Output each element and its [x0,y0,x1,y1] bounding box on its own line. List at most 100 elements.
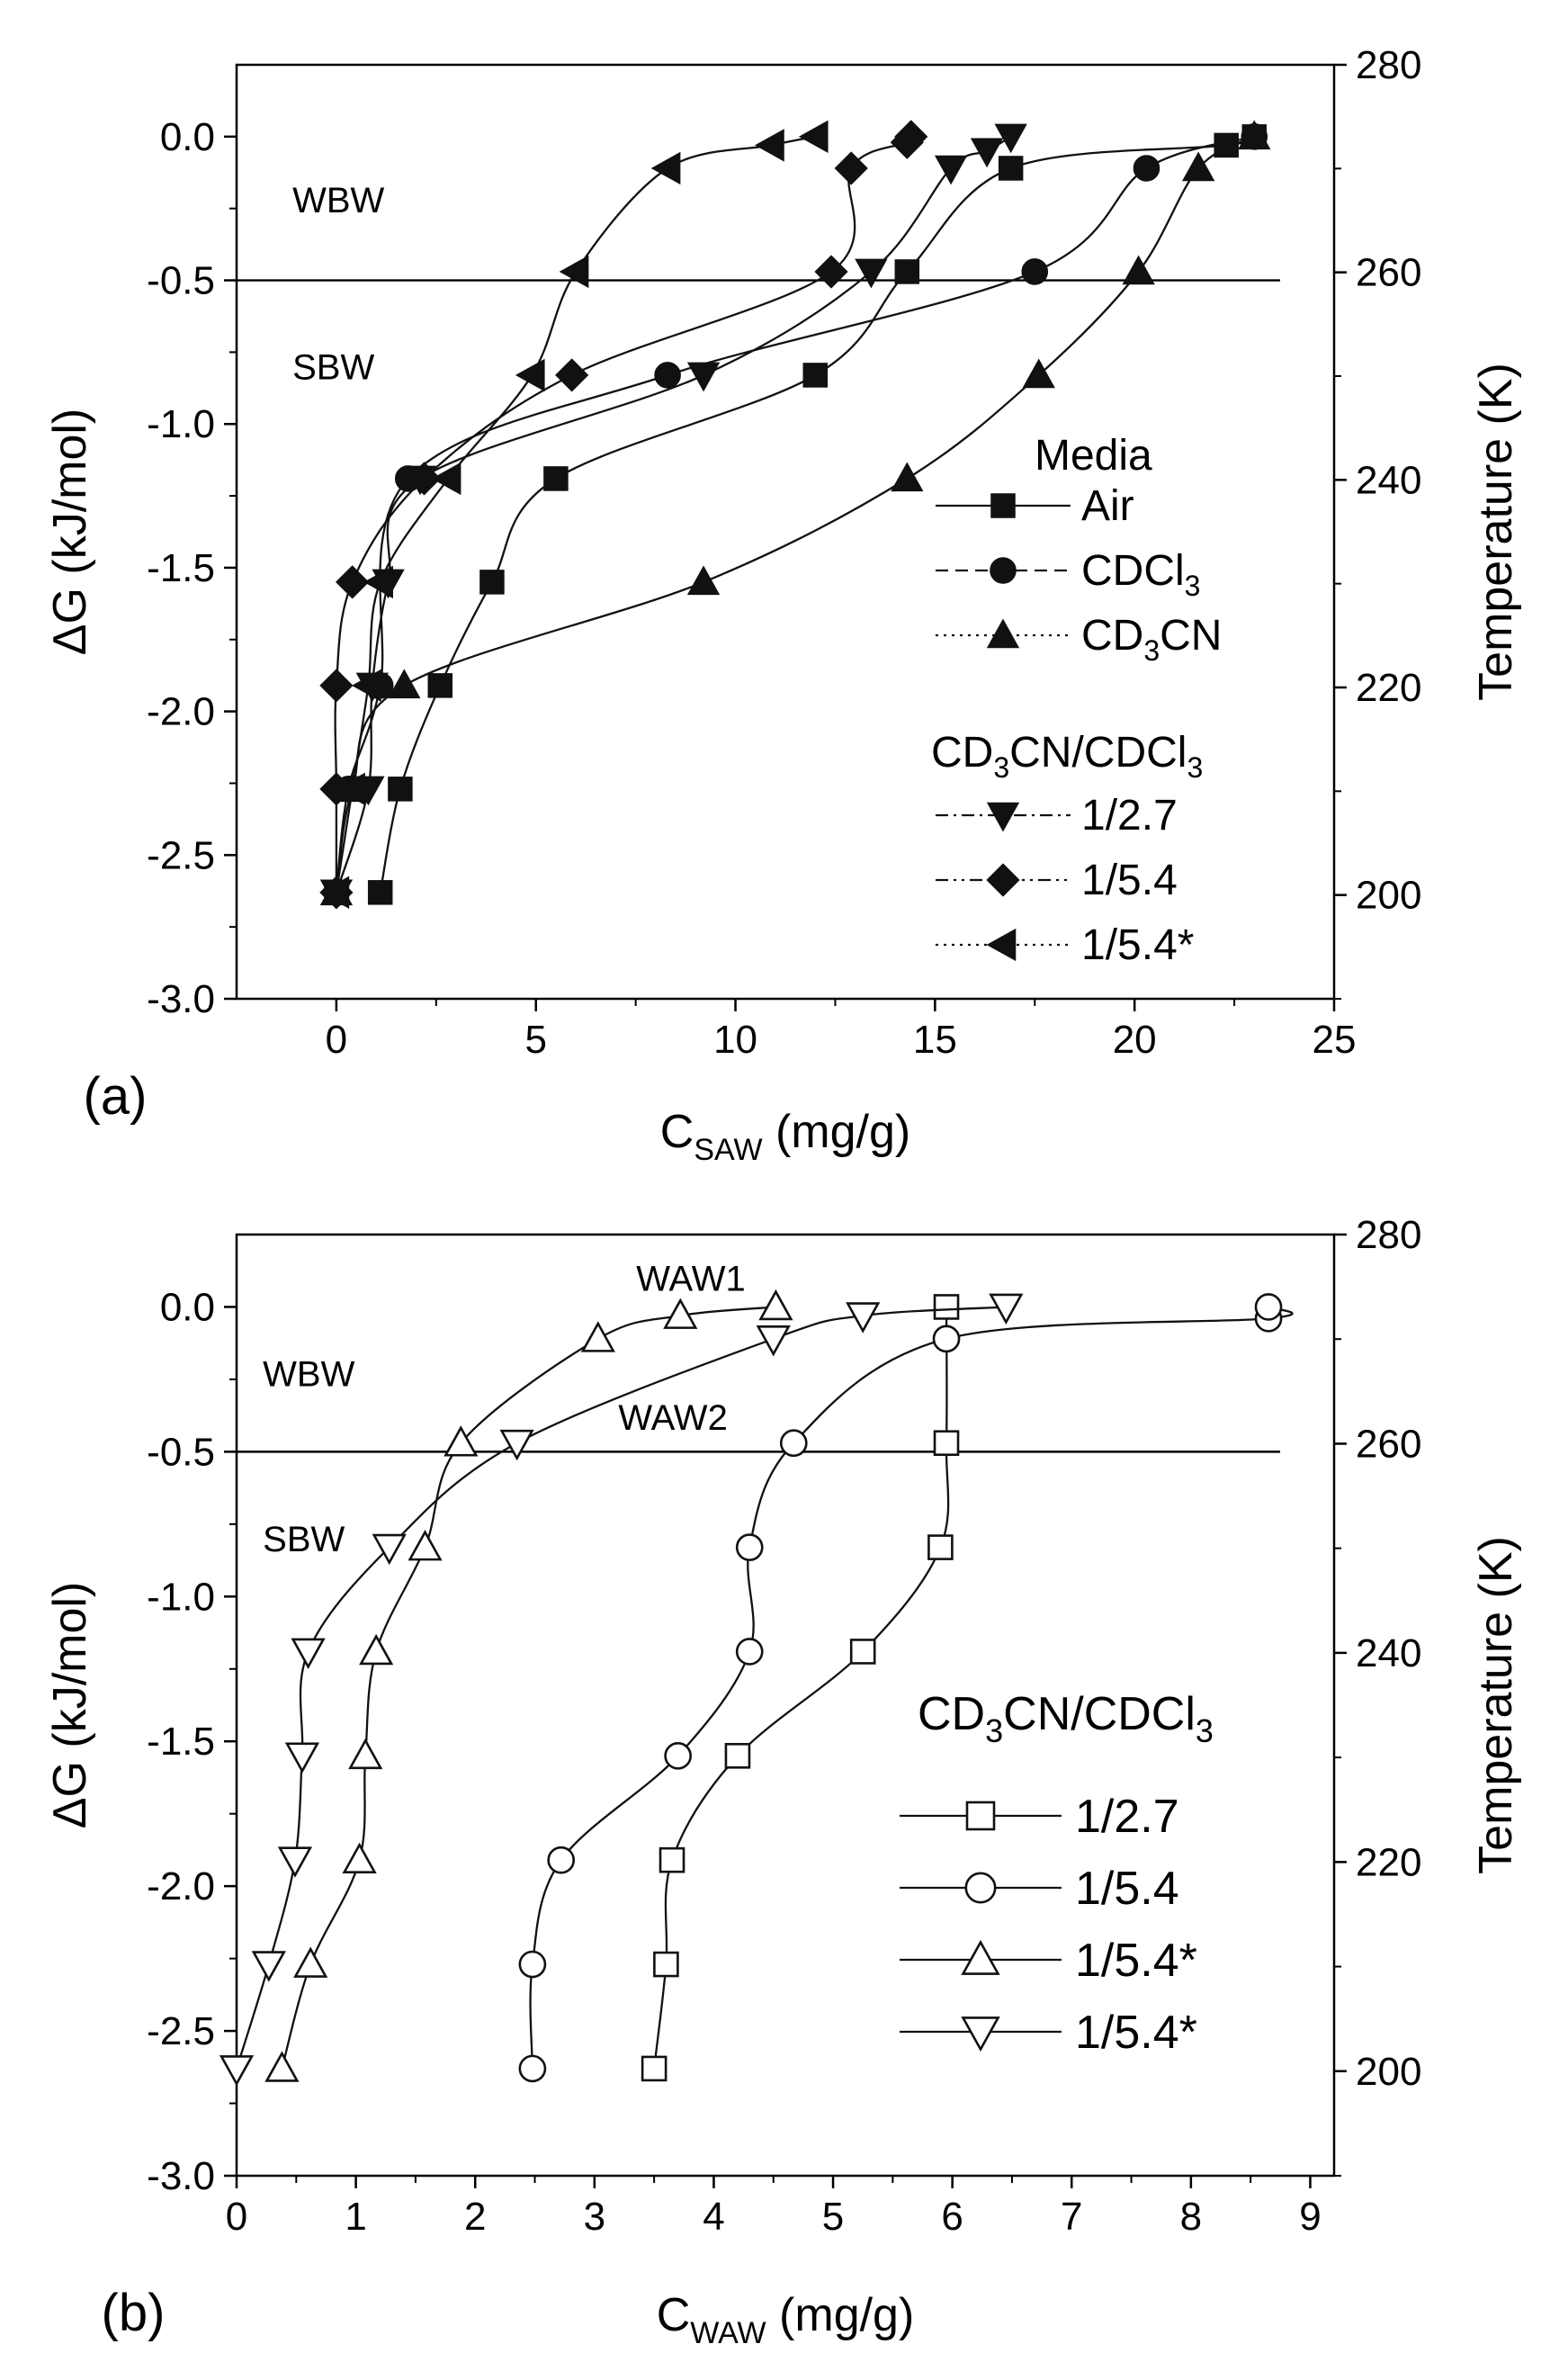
data-point [408,1530,443,1561]
y-tick-label: -0.5 [147,1430,215,1474]
data-point [1133,155,1160,182]
x-tick-label: 8 [1180,2195,1202,2239]
data-point [1181,151,1215,182]
x-tick-label: 9 [1299,2195,1321,2239]
y2-tick-label: 220 [1356,666,1421,710]
y-tick-label: -0.5 [147,259,215,303]
y-tick-label: -1.5 [147,1720,215,1764]
data-point [559,255,589,289]
y2-tick-label: 260 [1356,251,1421,295]
series-6 [319,120,829,910]
data-point [388,669,421,699]
data-point [251,1951,286,1982]
legend-group-title: CD3CN/CDCl3 [918,1688,1214,1749]
series-3 [264,1289,793,2082]
data-point [372,1533,407,1566]
annotation-sbw: SBW [292,347,374,387]
x-tick-label: 1 [345,2195,366,2239]
data-point [499,1429,534,1461]
x-tick-label: 20 [1113,1018,1157,1062]
legend-label: 1/5.4* [1075,2007,1197,2059]
legend-marker [986,618,1020,649]
series-4 [319,123,1027,910]
data-point [724,1743,751,1769]
data-point [359,1633,394,1666]
series-line [335,135,816,893]
data-point [846,1302,881,1334]
annotation-sbw: SBW [263,1520,345,1559]
data-point [351,669,381,703]
data-point [1022,358,1055,389]
x-tick-label: 5 [524,1018,546,1062]
y-tick-label: -1.0 [147,402,215,446]
legend-label: 1/2.7 [1081,792,1178,840]
annotation-waw1: WAW1 [636,1259,745,1298]
x-axis: 0 1 2 3 4 5 6 7 8 9 [226,2176,1322,2239]
data-point [319,876,350,910]
data-point [834,151,868,185]
data-point [336,565,370,599]
data-point [479,570,505,595]
data-point [291,1638,326,1670]
legend-label: 1/5.4 [1081,857,1178,904]
data-point [1238,120,1271,150]
y2-tick-label: 240 [1356,1631,1421,1675]
plot-frame [235,63,1336,1001]
y-axis-right: 200 220 240 260 280 [1334,1213,1421,2177]
data-point [277,1846,313,1878]
data-point [518,2054,547,2083]
x-tick-label: 7 [1061,2195,1082,2239]
legend-group-title: CD3CN/CDCl3 [931,729,1203,784]
data-point [1254,1293,1283,1321]
y2-axis-title: Temperature (K) [1470,363,1522,701]
legend-marker [990,557,1017,584]
data-point [998,156,1024,181]
data-point [555,358,589,392]
data-point [659,1846,685,1873]
y-axis-left: -3.0 -2.5 -2.0 -1.5 -1.0 -0.5 0.0 [147,1285,237,2198]
data-point [664,1741,692,1770]
annotation-waw2: WAW2 [618,1398,727,1438]
data-point [927,1534,954,1560]
y-tick-label: -2.0 [147,690,215,734]
x-tick-label: 10 [713,1018,757,1062]
data-point [802,363,829,388]
chart-panel-a: 0 5 10 15 20 25 -3.0 -2.5 -2.0 -1.5 -1.0 -0.5 0.0 200… [44,43,1522,1167]
legend-marker [986,928,1017,962]
x-tick-label: 25 [1313,1018,1357,1062]
x-axis-title: CSAW (mg/g) [660,1106,910,1167]
x-tick-label: 6 [941,2195,963,2239]
legend-label: 1/5.4* [1075,1935,1197,1987]
data-point [779,1429,808,1458]
series-2 [518,1293,1294,2083]
chart-panel-b: 0 1 2 3 4 5 6 7 8 9 -3.0 -2.5 -2.0 -1.5 -1.0 -0.5 0.0 200… [44,1213,1522,2350]
legend-marker [986,863,1020,897]
data-point [641,2055,668,2082]
data-point [654,362,681,389]
x-axis-title: CWAW (mg/g) [657,2289,915,2350]
y-axis-right: 200 220 240 260 280 [1334,43,1421,1000]
data-point [219,2055,255,2087]
legend: CD3CN/CDCl3 1/2.7 1/5.4 1/5.4* 1/5.4* [900,1688,1214,2059]
data-point [547,1846,576,1874]
y-axis-title: ΔG (kJ/mol) [44,409,96,656]
data-point [319,669,354,703]
y2-tick-label: 200 [1356,874,1421,918]
data-point [894,120,928,154]
data-point [989,1293,1024,1325]
data-point [518,1950,547,1979]
y-tick-label: -2.0 [147,1864,215,1908]
x-tick-label: 4 [703,2195,724,2239]
data-point [515,358,545,392]
data-point [932,1325,961,1353]
series-line [335,135,1255,893]
legend-label: CD3CN [1081,612,1222,667]
annotation-wbw: WBW [292,181,384,220]
legend-label: 1/2.7 [1075,1791,1179,1843]
y2-tick-label: 260 [1356,1422,1421,1466]
panel-label: (a) [84,1067,148,1126]
x-tick-label: 2 [464,2195,486,2239]
data-point [407,462,442,496]
data-point [855,258,888,289]
y-tick-label: -3.0 [147,977,215,1021]
